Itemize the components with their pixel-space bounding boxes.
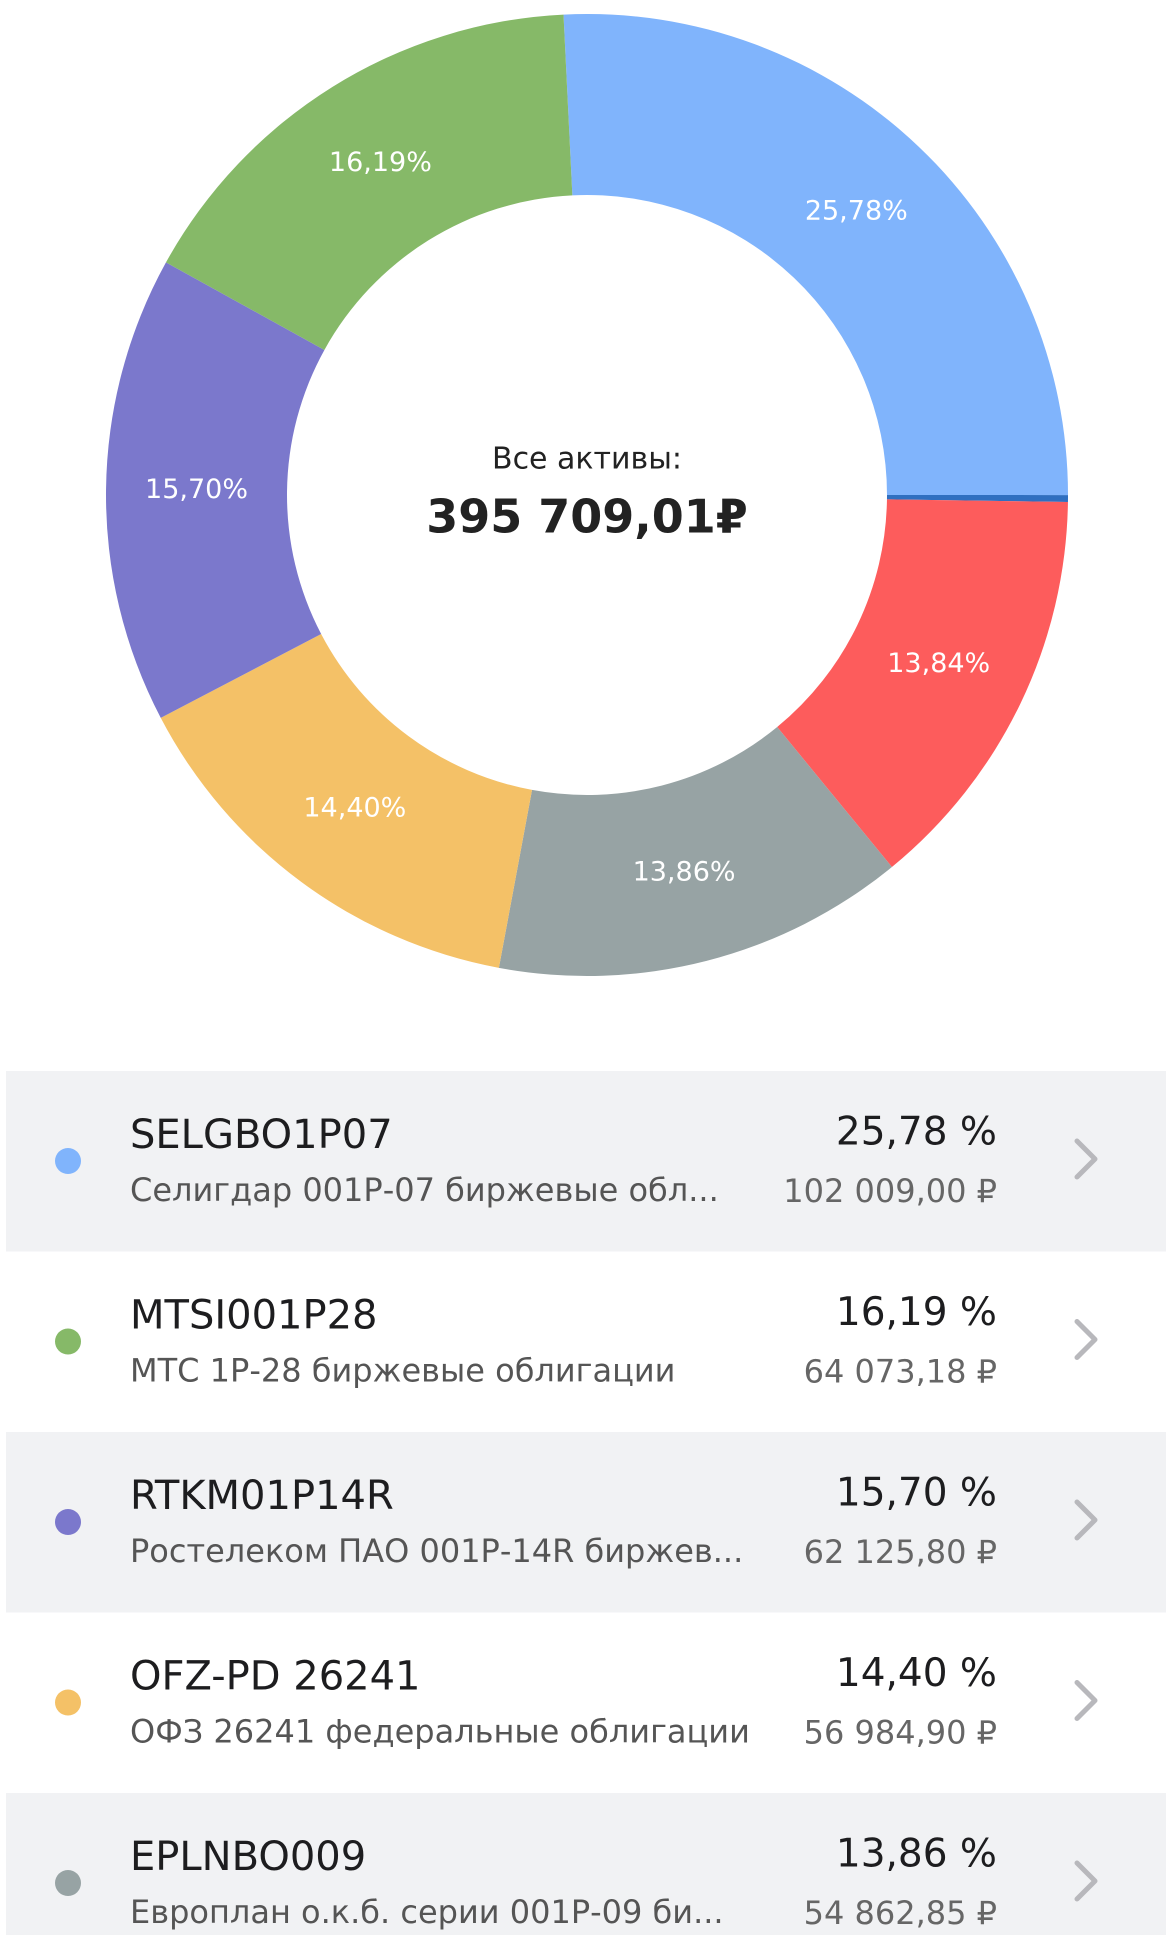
- donut-slice: [777, 499, 1068, 868]
- amount: 64 073,18 ₽: [804, 1353, 997, 1391]
- slice-label: 15,70%: [145, 474, 248, 505]
- percent: 13,86 %: [836, 1832, 997, 1877]
- amount: 54 862,85 ₽: [804, 1894, 997, 1932]
- donut-slice: [165, 14, 573, 350]
- asset-row[interactable]: MTSI001P28 МТС 1Р-28 биржевые облигации 16…: [6, 1251, 1166, 1433]
- row-dot: [55, 1148, 81, 1174]
- ticker: OFZ-PD 26241: [130, 1654, 421, 1700]
- row-background: [6, 1793, 1166, 1935]
- row-dot: [55, 1509, 81, 1535]
- ticker: MTSI001P28: [130, 1293, 378, 1339]
- asset-name: МТС 1Р-28 биржевые облигации: [130, 1352, 675, 1390]
- asset-row[interactable]: EPLNBO009 Европлан о.к.б. серии 001Р-09 б…: [6, 1793, 1166, 1935]
- slice-label: 25,78%: [805, 196, 908, 227]
- amount: 102 009,00 ₽: [783, 1172, 997, 1210]
- percent: 14,40 %: [836, 1651, 997, 1696]
- ticker: RTKM01P14R: [130, 1473, 394, 1519]
- slice-label: 14,40%: [303, 793, 406, 824]
- amount: 56 984,90 ₽: [804, 1714, 997, 1752]
- percent: 15,70 %: [836, 1471, 997, 1516]
- percent: 16,19 %: [836, 1290, 997, 1335]
- donut-slice: [498, 727, 892, 976]
- slice-label: 16,19%: [329, 147, 432, 178]
- center-value: 395 709,01₽: [426, 490, 748, 544]
- asset-row[interactable]: OFZ-PD 26241 ОФЗ 26241 федеральные облига…: [6, 1612, 1166, 1794]
- ticker: SELGBO1P07: [130, 1112, 393, 1158]
- asset-name: Селигдар 001Р-07 биржевые обл...: [130, 1171, 719, 1209]
- row-dot: [55, 1870, 81, 1896]
- chevron: [1074, 1138, 1098, 1180]
- row-background: [6, 1432, 1166, 1613]
- chevron: [1074, 1499, 1098, 1541]
- slice-label: 13,86%: [633, 857, 736, 888]
- center-title: Все активы:: [492, 442, 682, 477]
- row-dot: [55, 1328, 81, 1355]
- amount: 62 125,80 ₽: [804, 1533, 997, 1571]
- row-background: [6, 1071, 1166, 1252]
- row-background: [6, 1251, 1166, 1432]
- donut-slice: [563, 13, 1068, 496]
- ticker: EPLNBO009: [130, 1834, 366, 1880]
- asset-row[interactable]: RTKM01P14R Ростелеком ПАО 001Р-14R биржев…: [6, 1432, 1166, 1613]
- donut-slice: [105, 262, 325, 718]
- asset-name: Европлан о.к.б. серии 001Р-09 би...: [130, 1893, 724, 1931]
- asset-row[interactable]: SELGBO1P07 Селигдар 001Р-07 биржевые обл.…: [6, 1071, 1166, 1252]
- row-background: [6, 1612, 1166, 1793]
- chevron: [1074, 1680, 1098, 1721]
- asset-name: ОФЗ 26241 федеральные облигации: [130, 1713, 750, 1751]
- chevron: [1074, 1319, 1098, 1360]
- donut-slice: [160, 634, 533, 968]
- chevron: [1074, 1860, 1098, 1902]
- donut-slice: [886, 495, 1068, 503]
- row-dot: [55, 1689, 81, 1716]
- slice-label: 13,84%: [887, 648, 990, 679]
- percent: 25,78 %: [836, 1110, 997, 1155]
- asset-name: Ростелеком ПАО 001Р-14R биржев...: [130, 1532, 743, 1570]
